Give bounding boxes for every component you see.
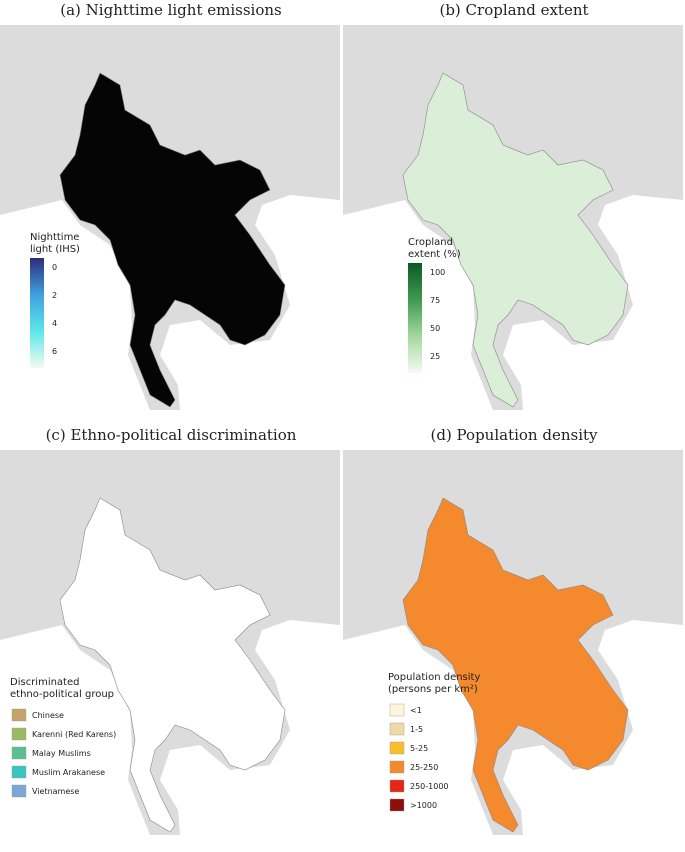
legend-swatch — [11, 765, 27, 779]
legend-title: Cropland — [408, 237, 453, 248]
legend-swatch — [389, 741, 405, 755]
legend-label: Karenni (Red Karens) — [32, 730, 116, 739]
legend-swatch — [389, 798, 405, 812]
legend-title: Discriminated — [10, 677, 79, 688]
legend-title: light (IHS) — [30, 244, 80, 255]
legend-swatch — [11, 746, 27, 760]
legend-label: >1000 — [410, 801, 437, 810]
legend-label: Vietnamese — [32, 787, 79, 796]
legend-swatch — [389, 760, 405, 774]
legend-swatch — [389, 722, 405, 736]
legend-title: extent (%) — [408, 249, 461, 260]
legend-swatch — [11, 784, 27, 798]
colorbar-tick: 25 — [430, 352, 440, 361]
colorbar — [408, 263, 422, 373]
colorbar-tick: 0 — [52, 263, 57, 272]
panel: (a) Nighttime light emissions Nighttimeli… — [0, 1, 340, 410]
legend-title: (persons per km²) — [388, 684, 478, 695]
legend-title: Population density — [388, 672, 480, 683]
colorbar-tick: 50 — [430, 324, 440, 333]
panel: (c) Ethno-political discrimination Discri… — [0, 426, 340, 835]
legend-label: 5-25 — [410, 744, 428, 753]
panel-title: (b) Cropland extent — [439, 1, 588, 19]
panel-title: (c) Ethno-political discrimination — [46, 426, 297, 444]
legend-label: <1 — [410, 706, 422, 715]
legend-swatch — [389, 779, 405, 793]
colorbar-tick: 2 — [52, 291, 57, 300]
legend-swatch — [11, 727, 27, 741]
panel-title: (d) Population density — [430, 426, 598, 444]
legend-label: 1-5 — [410, 725, 423, 734]
legend-title: ethno-political group — [10, 689, 114, 700]
colorbar-tick: 4 — [52, 319, 57, 328]
legend-label: 25-250 — [410, 763, 438, 772]
legend-swatch — [389, 703, 405, 717]
legend-label: 250-1000 — [410, 782, 449, 791]
panel: (d) Population density Population density… — [343, 426, 683, 835]
colorbar-tick: 100 — [430, 268, 445, 277]
legend-label: Chinese — [32, 711, 64, 720]
colorbar — [30, 258, 44, 368]
legend: Population density(persons per km²) <1 1-5… — [388, 672, 480, 812]
legend-label: Malay Muslims — [32, 749, 91, 758]
legend-title: Nighttime — [30, 232, 79, 243]
colorbar-tick: 75 — [430, 296, 440, 305]
legend-label: Muslim Arakanese — [32, 768, 105, 777]
legend-swatch — [11, 708, 27, 722]
colorbar-tick: 6 — [52, 347, 57, 356]
panel-title: (a) Nighttime light emissions — [60, 1, 281, 19]
